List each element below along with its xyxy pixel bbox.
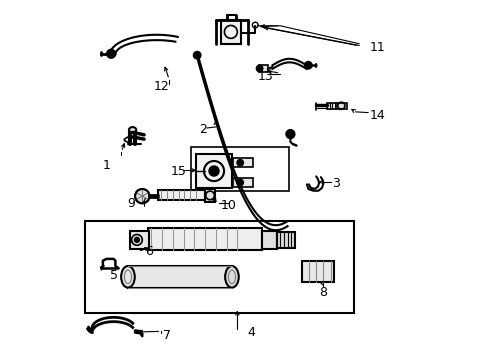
Bar <box>196 154 231 188</box>
Bar <box>204 189 215 202</box>
Text: 3: 3 <box>331 177 339 190</box>
Bar <box>276 231 294 248</box>
Bar <box>221 21 241 44</box>
Text: 4: 4 <box>247 326 255 339</box>
Circle shape <box>237 159 243 166</box>
Bar <box>129 231 149 249</box>
Text: 7: 7 <box>163 329 171 342</box>
Circle shape <box>106 49 115 58</box>
Text: 8: 8 <box>319 287 327 300</box>
Ellipse shape <box>135 189 149 203</box>
Circle shape <box>285 130 294 138</box>
Circle shape <box>304 62 311 69</box>
Ellipse shape <box>224 266 238 288</box>
Bar <box>233 158 252 167</box>
Text: 5: 5 <box>109 269 118 282</box>
Text: 10: 10 <box>220 199 236 212</box>
Text: 15: 15 <box>170 165 186 177</box>
Text: 13: 13 <box>258 69 273 82</box>
Bar <box>335 103 346 109</box>
Text: 11: 11 <box>368 41 384 54</box>
Circle shape <box>193 51 201 59</box>
Text: 6: 6 <box>145 245 153 258</box>
Text: 9: 9 <box>127 197 135 210</box>
Text: 1: 1 <box>102 159 110 172</box>
Bar <box>233 178 252 187</box>
Text: 2: 2 <box>199 123 207 136</box>
Bar <box>128 266 231 288</box>
Bar <box>158 190 204 201</box>
Text: 12: 12 <box>154 80 169 93</box>
Bar <box>85 221 353 313</box>
Bar <box>147 228 262 250</box>
Bar <box>262 231 276 249</box>
Ellipse shape <box>129 127 136 132</box>
Bar <box>326 103 335 109</box>
Bar <box>258 65 267 72</box>
Circle shape <box>208 166 219 176</box>
Ellipse shape <box>121 266 135 288</box>
Bar <box>301 261 333 282</box>
Text: 14: 14 <box>368 109 384 122</box>
Bar <box>190 147 289 192</box>
Circle shape <box>134 237 139 242</box>
Circle shape <box>237 179 243 186</box>
Circle shape <box>256 65 262 72</box>
